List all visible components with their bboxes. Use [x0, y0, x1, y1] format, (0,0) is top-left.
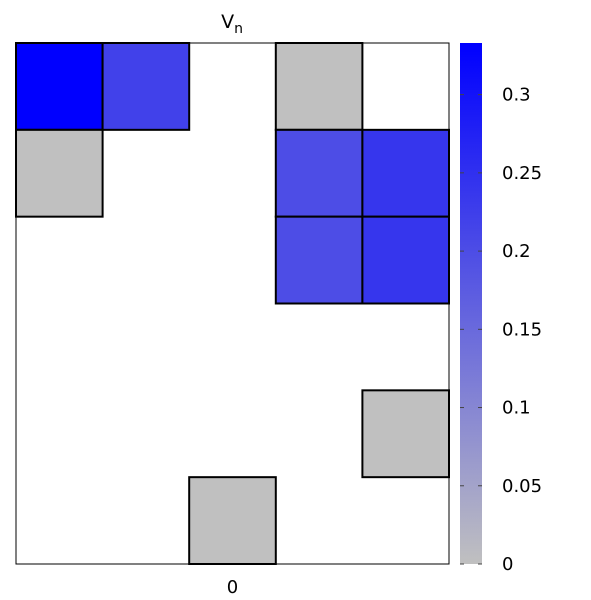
x-tick-label: 0	[227, 577, 238, 598]
heatmap-cell	[15, 42, 104, 131]
heatmap-cells	[15, 42, 450, 565]
colorbar-tick-label: 0.15	[502, 319, 542, 340]
colorbar-tick-label: 0.05	[502, 476, 542, 497]
chart-title: Vn	[221, 11, 243, 37]
colorbar-tick-label: 0.1	[502, 398, 531, 419]
colorbar-tick-label: 0.25	[502, 163, 542, 184]
colorbar	[460, 43, 482, 564]
heatmap-cell	[361, 128, 450, 218]
colorbar-tick-label: 0.2	[502, 241, 531, 262]
chart-title-subscript: n	[234, 21, 243, 37]
colorbar-ticks: 0 0.05 0.1 0.15 0.2 0.25 0.3	[460, 85, 542, 575]
plot-frame	[15, 42, 450, 565]
heatmap-cell	[361, 215, 450, 305]
heatmap-cell	[15, 128, 104, 218]
heatmap-cell	[274, 42, 364, 131]
colorbar-tick-label: 0	[502, 554, 513, 575]
heatmap-cell	[274, 215, 364, 305]
heatmap-cell	[101, 42, 191, 131]
heatmap-cell	[274, 128, 364, 218]
x-axis-ticks: 0	[227, 577, 238, 598]
heatmap-cell	[361, 389, 450, 479]
colorbar-tick-label: 0.3	[502, 85, 531, 106]
heatmap-cell	[188, 476, 277, 565]
